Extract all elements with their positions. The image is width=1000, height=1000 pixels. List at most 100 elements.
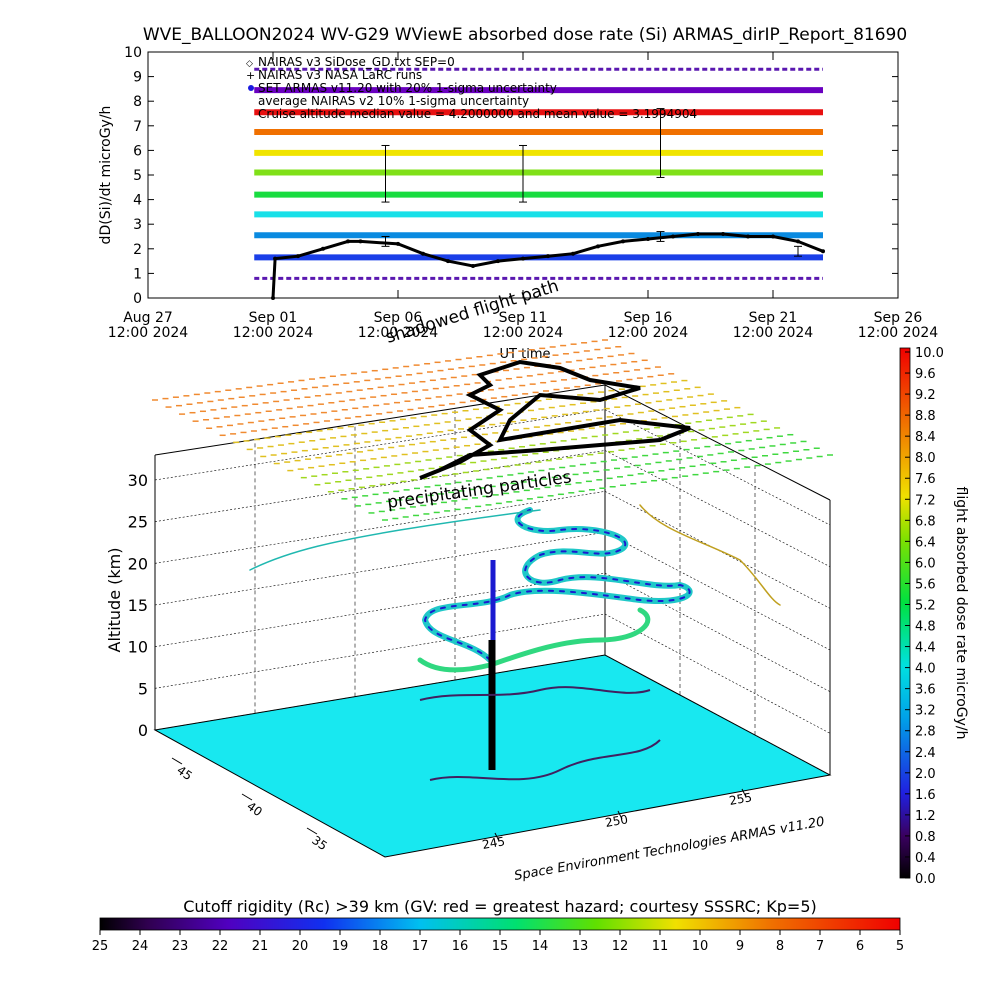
dose-tick-label: 1.2 [915,809,936,824]
dose-tick-label: 2.4 [915,746,936,761]
x-tick-label-time: 12:00 2024 [858,325,939,341]
armas-point [296,254,300,259]
x-tick-label-date: Sep 06 [374,310,423,326]
y-axis-label: dD(Si)/dt microGy/h [98,106,114,245]
dose-tick-label: 2.8 [915,725,936,740]
dose-tick-label: 0.8 [915,830,936,845]
altitude-tick-label: 15 [128,596,148,615]
error-bars [381,108,802,257]
cutoff-colorbar-ticks: 25 24 23 22 21 20 19 18 17 16 15 14 13 12 11 10 9 8 7 6 5 [92,930,904,954]
cutoff-tick-label: 20 [292,939,309,954]
cutoff-tick-label: 9 [736,939,744,954]
y-tick-label: 4 [133,193,142,209]
legend-entry-4: average NAIRAS v2 10% 1-sigma uncertaint… [258,94,529,108]
armas-point [771,234,775,239]
cutoff-colorbar-label: Cutoff rigidity (Rc) >39 km (GV: red = g… [183,897,817,916]
armas-point [721,232,725,237]
armas-point [621,239,625,244]
armas-series [271,232,825,300]
chart-title: WVE_BALLOON2024 WV-G29 WViewE absorbed d… [143,25,907,45]
armas-point [821,249,825,254]
latitude-tick-label: 35 [309,833,330,853]
armas-point [596,244,600,249]
y-tick-label: 2 [133,242,142,258]
dose-colorbar-label: flight absorbed dose rate microGy/h [953,487,969,740]
cutoff-tick-label: 6 [856,939,864,954]
dose-tick-label: 8.0 [915,451,936,466]
cutoff-tick-label: 8 [776,939,784,954]
armas-point [571,251,575,256]
armas-point [346,239,350,244]
armas-point [646,236,650,241]
x-tick-label-date: Sep 16 [624,310,673,326]
latitude-tick-mark [171,757,183,765]
dose-tick-label: 8.4 [915,430,936,445]
x-tick-label-date: Aug 27 [123,310,173,326]
altitude-ticks: 0 5 10 15 20 25 30 [128,471,148,740]
flight-trajectory [249,504,781,673]
altitude-grid-line [604,654,831,776]
x-tick-label-date: Sep 11 [499,310,548,326]
dose-tick-label: 9.6 [915,367,936,382]
nairas-bands [254,67,823,280]
cutoff-tick-label: 7 [816,939,824,954]
armas-point [321,246,325,251]
legend-entry-3: SET ARMAS v11.20 with 20% 1-sigma uncert… [258,81,557,95]
cutoff-colorbar: Cutoff rigidity (Rc) >39 km (GV: red = g… [92,897,904,954]
cutoff-tick-label: 12 [612,939,629,954]
ground-track [419,686,661,781]
armas-point [446,259,450,264]
x-tick-label-time: 12:00 2024 [233,325,314,341]
armas-point [746,234,750,239]
altitude-grid-line [154,531,606,606]
cutoff-tick-label: 23 [172,939,189,954]
altitude-tick-label: 20 [128,554,148,573]
legend-entry-5: Cruise altitude median value = 4.2000000… [258,107,697,121]
y-ticks: 0 1 2 3 4 5 6 7 8 9 10 [124,45,898,307]
x-tick-label-time: 12:00 2024 [108,325,189,341]
x-tick-label-date: Sep 26 [874,310,923,326]
cutoff-tick-label: 13 [572,939,589,954]
x-tick-label-date: Sep 21 [749,310,798,326]
y-tick-label: 0 [133,291,142,307]
cutoff-tick-label: 14 [532,939,549,954]
box-frame [154,384,831,775]
dose-colorbar-gradient [899,347,911,879]
dose-colorbar: 10.0 9.6 9.2 8.8 8.4 8.0 7.6 7.2 6.8 6.4 6.0 5.6 5.2… [899,346,969,887]
y-tick-label: 9 [133,70,142,86]
x-tick-label-time: 12:00 2024 [608,325,689,341]
altitude-tick-label: 5 [138,679,148,698]
altitude-grid-line [154,654,606,731]
dose-tick-label: 6.8 [915,514,936,529]
longitude-tick-mark [494,832,500,842]
cutoff-colorbar-gradient [99,917,901,931]
dose-tick-label: 1.6 [915,788,936,803]
cutoff-tick-label: 19 [332,939,349,954]
cutoff-tick-label: 18 [372,939,389,954]
altitude-grid-line [604,613,831,734]
dose-tick-label: 8.8 [915,409,936,424]
altitude-grid-line [154,613,606,689]
cutoff-tick-label: 5 [896,939,904,954]
cutoff-tick-label: 25 [92,939,109,954]
legend-entry-1: NAIRAS v3 SiDose_GD.txt SEP=0 [258,55,455,69]
y-tick-label: 8 [133,94,142,110]
dose-tick-label: 3.2 [915,704,936,719]
armas-point [521,256,525,261]
y-tick-label: 10 [124,45,142,61]
altitude-grid [154,408,831,776]
x-axis-label: UT time [500,347,551,362]
armas-point [421,251,425,256]
cutoff-tick-label: 15 [492,939,509,954]
cutoff-tick-label: 10 [692,939,709,954]
x-tick-label-date: Sep 01 [249,310,298,326]
dose-tick-label: 5.2 [915,598,936,613]
longitude-tick-label: 255 [728,790,753,808]
dose-tick-label: 4.4 [915,641,936,656]
dose-tick-label: 6.0 [915,556,936,571]
legend-marker-dot [248,85,254,91]
dose-tick-label: 4.8 [915,620,936,635]
armas-point [471,264,475,269]
